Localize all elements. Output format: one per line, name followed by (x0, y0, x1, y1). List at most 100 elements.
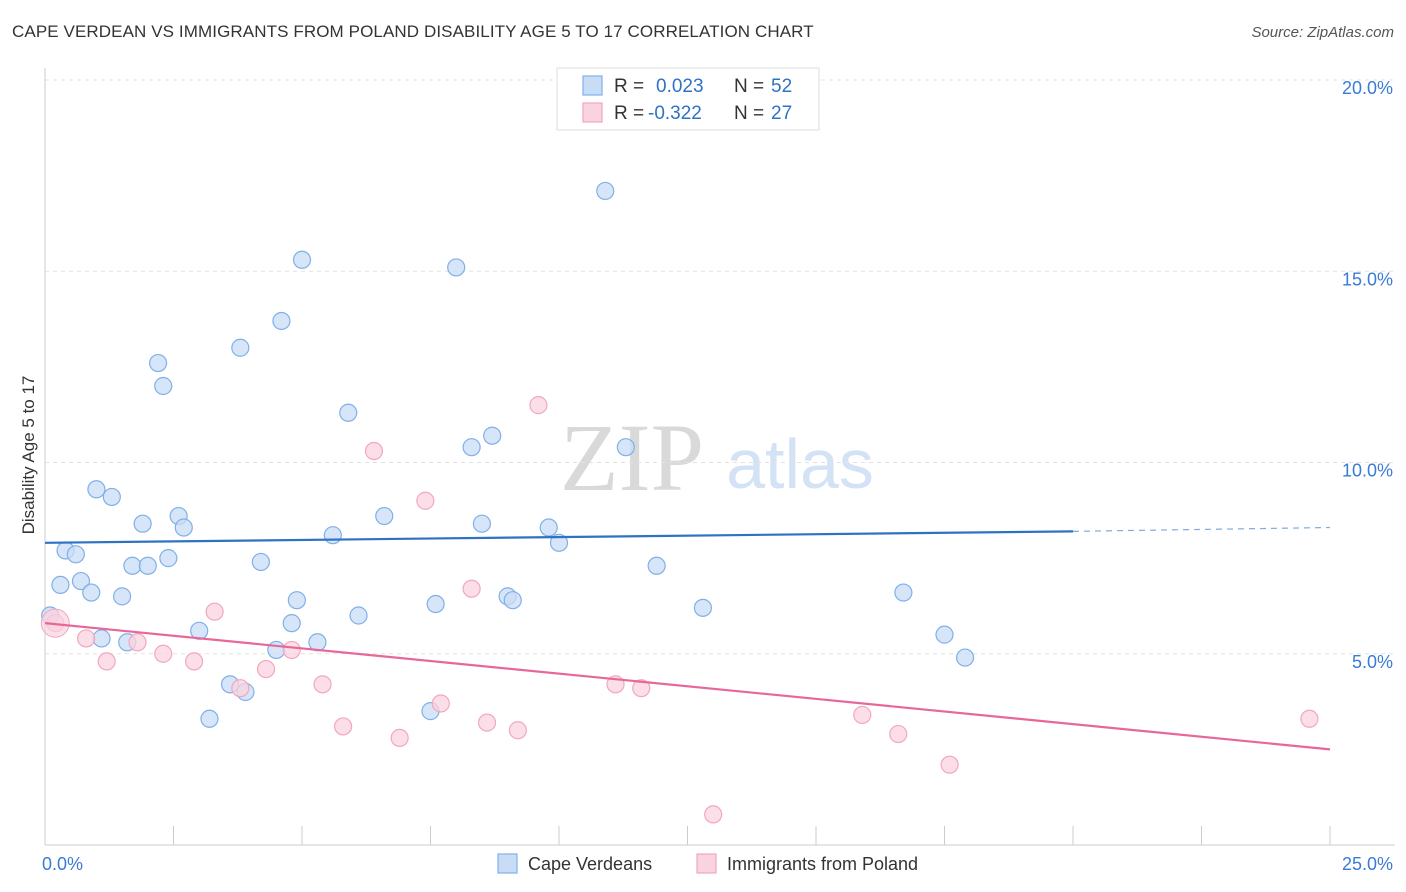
stats-r-label-2: R = (614, 103, 644, 124)
point-s0-5 (82, 583, 101, 602)
point-s0-1 (51, 575, 70, 595)
y-axis-label: Disability Age 5 to 17 (19, 376, 38, 535)
point-s0-15 (154, 376, 173, 396)
point-s0-22 (231, 338, 250, 357)
point-s0-20 (200, 709, 219, 728)
stats-n-value-2: 27 (771, 103, 792, 124)
stats-r-label-1: R = (614, 76, 644, 97)
point-s0-39 (472, 514, 491, 533)
chart-title: CAPE VERDEAN VS IMMIGRANTS FROM POLAND D… (12, 22, 814, 41)
point-s0-32 (339, 403, 358, 422)
point-s1-5 (184, 652, 204, 671)
stats-swatch-poland (582, 102, 603, 123)
watermark-atlas: atlas (726, 425, 874, 503)
point-s0-27 (282, 614, 301, 633)
tick-labels: 5.0% 10.0% 15.0% 20.0% 0.0% 25.0% (42, 78, 1393, 874)
point-s1-12 (364, 441, 384, 461)
point-s1-18 (508, 721, 527, 740)
point-s0-26 (267, 640, 286, 660)
data-points (40, 181, 1319, 824)
legend-swatch-poland (696, 853, 717, 874)
point-s1-3 (128, 633, 147, 652)
point-s0-7 (92, 629, 111, 648)
point-s0-36 (426, 594, 445, 614)
point-s1-7 (231, 679, 250, 698)
point-s1-1 (77, 629, 96, 648)
point-s1-15 (431, 694, 450, 713)
point-s0-6 (87, 480, 106, 499)
point-s0-9 (112, 587, 132, 606)
y-tick-label-2: 15.0% (1342, 269, 1393, 289)
point-s1-2 (97, 652, 116, 671)
point-s0-4 (71, 571, 91, 591)
point-s1-24 (889, 724, 908, 744)
point-s1-22 (704, 805, 723, 824)
point-s0-47 (647, 556, 666, 575)
point-s0-50 (935, 625, 954, 644)
axes (44, 68, 1395, 846)
point-s1-6 (205, 602, 224, 621)
point-s0-34 (375, 506, 394, 526)
point-s0-48 (693, 598, 713, 617)
point-s0-46 (616, 438, 635, 457)
trend-line-dashed-0 (1072, 526, 1331, 532)
watermark-zip: ZIP (560, 404, 704, 511)
point-s1-8 (256, 659, 276, 679)
point-s0-37 (447, 258, 466, 277)
legend-swatch-cape-verdeans (497, 853, 518, 874)
trend-line-0 (44, 530, 1074, 544)
point-s0-25 (272, 311, 291, 331)
point-s0-24 (251, 552, 270, 572)
point-s1-14 (416, 491, 435, 510)
point-s1-26 (1300, 709, 1319, 728)
point-s0-3 (66, 545, 85, 564)
grid-lines (45, 79, 1395, 655)
stats-r-value-2: -0.322 (648, 103, 702, 124)
stats-n-label-2: N = (734, 103, 764, 124)
stats-n-label-1: N = (734, 76, 764, 97)
point-s1-16 (462, 579, 481, 598)
point-s0-40 (483, 426, 502, 445)
stats-box: R = 0.023 N = 52 R = -0.322 N = 27 (556, 67, 820, 131)
point-s1-23 (853, 705, 872, 725)
point-s0-13 (138, 556, 157, 575)
point-s0-8 (102, 487, 121, 507)
legend-label-cape-verdeans: Cape Verdeans (528, 854, 652, 874)
point-s0-12 (133, 514, 152, 533)
point-s0-31 (323, 526, 342, 545)
stats-n-value-1: 52 (771, 76, 792, 97)
point-s1-4 (154, 644, 173, 663)
point-s0-33 (349, 606, 368, 625)
point-s0-16 (159, 549, 178, 568)
point-s0-11 (123, 556, 142, 575)
y-tick-label-3: 20.0% (1342, 78, 1393, 98)
legend-label-poland: Immigrants from Poland (727, 854, 918, 874)
point-s0-18 (174, 518, 193, 537)
stats-r-value-1: 0.023 (656, 76, 704, 97)
legend: Cape Verdeans Immigrants from Poland (497, 853, 918, 874)
point-s0-42 (503, 591, 522, 610)
point-s0-43 (539, 518, 558, 537)
point-s1-21 (632, 679, 651, 698)
point-s1-9 (282, 640, 301, 660)
point-s0-14 (148, 353, 168, 373)
trend-line-1 (44, 622, 1331, 751)
point-s1-11 (334, 717, 353, 736)
y-tick-label-0: 5.0% (1352, 652, 1393, 672)
trend-lines (44, 526, 1331, 751)
stats-swatch-cape-verdeans (582, 75, 603, 96)
point-s1-19 (529, 396, 548, 415)
x-tick-label-0: 0.0% (42, 854, 83, 874)
point-s0-29 (292, 250, 312, 269)
point-s1-25 (940, 755, 959, 774)
point-s1-13 (390, 728, 409, 748)
zipatlas-watermark: ZIP atlas (560, 404, 874, 511)
point-s0-44 (549, 533, 569, 552)
point-s1-10 (313, 675, 332, 694)
point-s1-17 (477, 713, 497, 732)
y-tick-label-1: 10.0% (1342, 461, 1393, 481)
point-s0-38 (462, 438, 481, 457)
point-s0-49 (894, 583, 913, 602)
x-tick-label-1: 25.0% (1342, 854, 1393, 874)
